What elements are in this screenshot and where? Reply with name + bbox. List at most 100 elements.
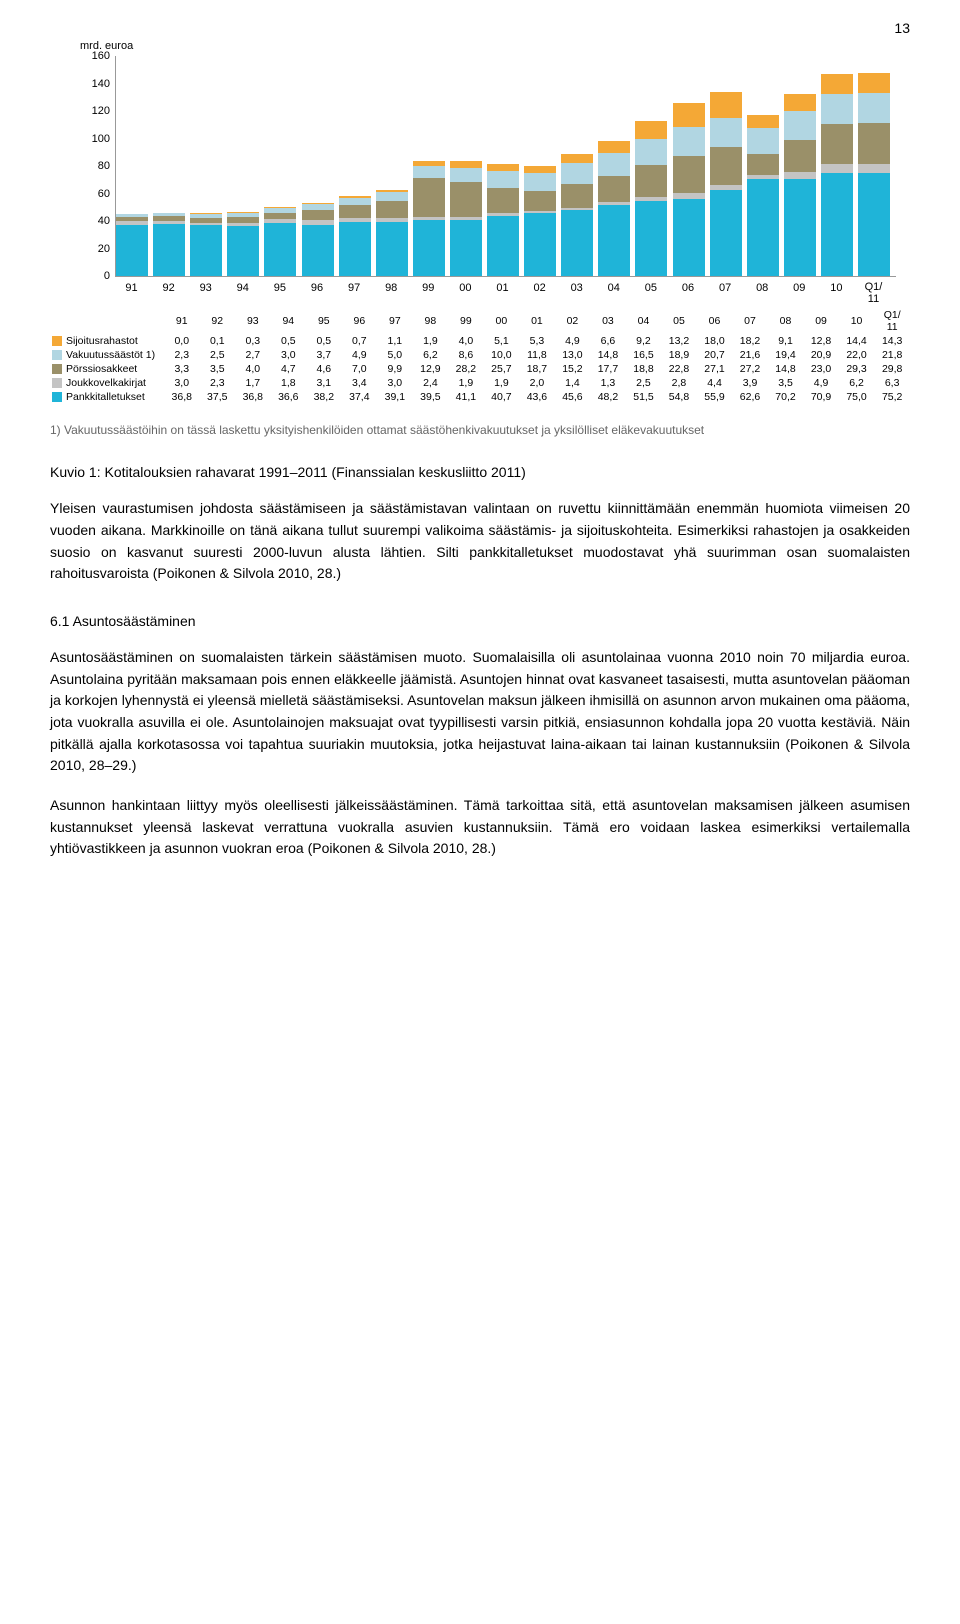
y-tick: 60 bbox=[50, 188, 110, 200]
table-cell: 1,8 bbox=[271, 376, 307, 390]
bar-segment bbox=[153, 224, 185, 276]
table-cell: 4,7 bbox=[271, 362, 307, 376]
y-tick: 20 bbox=[50, 243, 110, 255]
bar-segment bbox=[784, 94, 816, 112]
table-cell: 13,0 bbox=[555, 348, 591, 362]
bar-column bbox=[153, 213, 185, 276]
table-cell: 9,9 bbox=[377, 362, 413, 376]
bar-segment bbox=[413, 220, 445, 277]
series-label: Sijoitusrahastot bbox=[50, 334, 164, 348]
bar-segment bbox=[747, 179, 779, 276]
table-cell: 18,2 bbox=[732, 334, 768, 348]
bar-segment bbox=[450, 182, 482, 217]
table-cell: 4,6 bbox=[306, 362, 342, 376]
bar-column bbox=[413, 161, 445, 276]
series-label: Pankkitalletukset bbox=[50, 390, 164, 404]
x-tick: 94 bbox=[224, 282, 261, 294]
table-cell: 39,1 bbox=[377, 390, 413, 404]
table-cell: 14,4 bbox=[839, 334, 875, 348]
table-cell: 29,8 bbox=[874, 362, 910, 376]
table-col-header: 97 bbox=[377, 308, 413, 334]
bar-segment bbox=[227, 226, 259, 276]
x-tick: 97 bbox=[336, 282, 373, 294]
table-cell: 2,5 bbox=[626, 376, 662, 390]
table-cell: 75,2 bbox=[874, 390, 910, 404]
bar-segment bbox=[561, 184, 593, 208]
bar-segment bbox=[858, 164, 890, 173]
table-cell: 0,5 bbox=[306, 334, 342, 348]
bar-segment bbox=[821, 74, 853, 94]
table-cell: 17,7 bbox=[590, 362, 626, 376]
table-cell: 4,0 bbox=[235, 362, 271, 376]
table-cell: 36,8 bbox=[235, 390, 271, 404]
bar-segment bbox=[598, 153, 630, 176]
series-label: Vakuutussäästöt 1) bbox=[50, 348, 164, 362]
table-cell: 3,3 bbox=[164, 362, 200, 376]
table-cell: 4,9 bbox=[342, 348, 378, 362]
series-label: Pörssiosakkeet bbox=[50, 362, 164, 376]
legend-swatch bbox=[52, 392, 62, 402]
table-cell: 70,9 bbox=[803, 390, 839, 404]
table-col-header: 96 bbox=[342, 308, 378, 334]
x-tick: 98 bbox=[373, 282, 410, 294]
table-cell: 1,9 bbox=[484, 376, 520, 390]
table-cell: 4,4 bbox=[697, 376, 733, 390]
paragraph-3: Asunnon hankintaan liittyy myös oleellis… bbox=[50, 795, 910, 860]
table-cell: 75,0 bbox=[839, 390, 875, 404]
paragraph-1: Yleisen vaurastumisen johdosta säästämis… bbox=[50, 498, 910, 585]
x-tick: 04 bbox=[595, 282, 632, 294]
table-cell: 18,9 bbox=[661, 348, 697, 362]
bar-column bbox=[227, 212, 259, 276]
bar-segment bbox=[413, 166, 445, 178]
table-col-header: 08 bbox=[768, 308, 804, 334]
x-tick: 09 bbox=[781, 282, 818, 294]
table-cell: 9,2 bbox=[626, 334, 662, 348]
table-cell: 14,8 bbox=[768, 362, 804, 376]
table-col-header: 09 bbox=[803, 308, 839, 334]
bar-column bbox=[302, 203, 334, 276]
bar-segment bbox=[710, 147, 742, 184]
table-cell: 12,8 bbox=[803, 334, 839, 348]
bar-segment bbox=[264, 223, 296, 276]
table-cell: 1,7 bbox=[235, 376, 271, 390]
table-cell: 20,9 bbox=[803, 348, 839, 362]
bar-segment bbox=[598, 141, 630, 154]
y-tick: 120 bbox=[50, 105, 110, 117]
y-tick: 80 bbox=[50, 160, 110, 172]
table-cell: 27,2 bbox=[732, 362, 768, 376]
bar-segment bbox=[339, 205, 371, 219]
bar-column bbox=[524, 166, 556, 276]
table-cell: 2,3 bbox=[164, 348, 200, 362]
bar-segment bbox=[524, 191, 556, 212]
table-cell: 37,4 bbox=[342, 390, 378, 404]
x-tick: 96 bbox=[299, 282, 336, 294]
bar-column bbox=[376, 190, 408, 276]
table-cell: 1,9 bbox=[448, 376, 484, 390]
table-col-header: 03 bbox=[590, 308, 626, 334]
table-cell: 18,0 bbox=[697, 334, 733, 348]
bar-segment bbox=[413, 178, 445, 217]
table-cell: 3,5 bbox=[200, 362, 236, 376]
table-cell: 45,6 bbox=[555, 390, 591, 404]
table-cell: 4,0 bbox=[448, 334, 484, 348]
x-tick: Q1/11 bbox=[855, 282, 892, 305]
bar-column bbox=[487, 164, 519, 276]
table-cell: 23,0 bbox=[803, 362, 839, 376]
bar-segment bbox=[858, 73, 890, 93]
table-cell: 13,2 bbox=[661, 334, 697, 348]
table-col-header: 06 bbox=[697, 308, 733, 334]
bar-segment bbox=[710, 190, 742, 276]
bar-segment bbox=[524, 173, 556, 191]
y-tick: 160 bbox=[50, 50, 110, 62]
bar-segment bbox=[784, 111, 816, 140]
x-tick: 08 bbox=[744, 282, 781, 294]
bar-segment bbox=[524, 213, 556, 276]
table-cell: 40,7 bbox=[484, 390, 520, 404]
table-cell: 0,1 bbox=[200, 334, 236, 348]
bar-segment bbox=[821, 164, 853, 173]
bar-segment bbox=[784, 172, 816, 179]
table-col-header: 07 bbox=[732, 308, 768, 334]
table-cell: 36,6 bbox=[271, 390, 307, 404]
y-tick: 40 bbox=[50, 215, 110, 227]
table-cell: 8,6 bbox=[448, 348, 484, 362]
